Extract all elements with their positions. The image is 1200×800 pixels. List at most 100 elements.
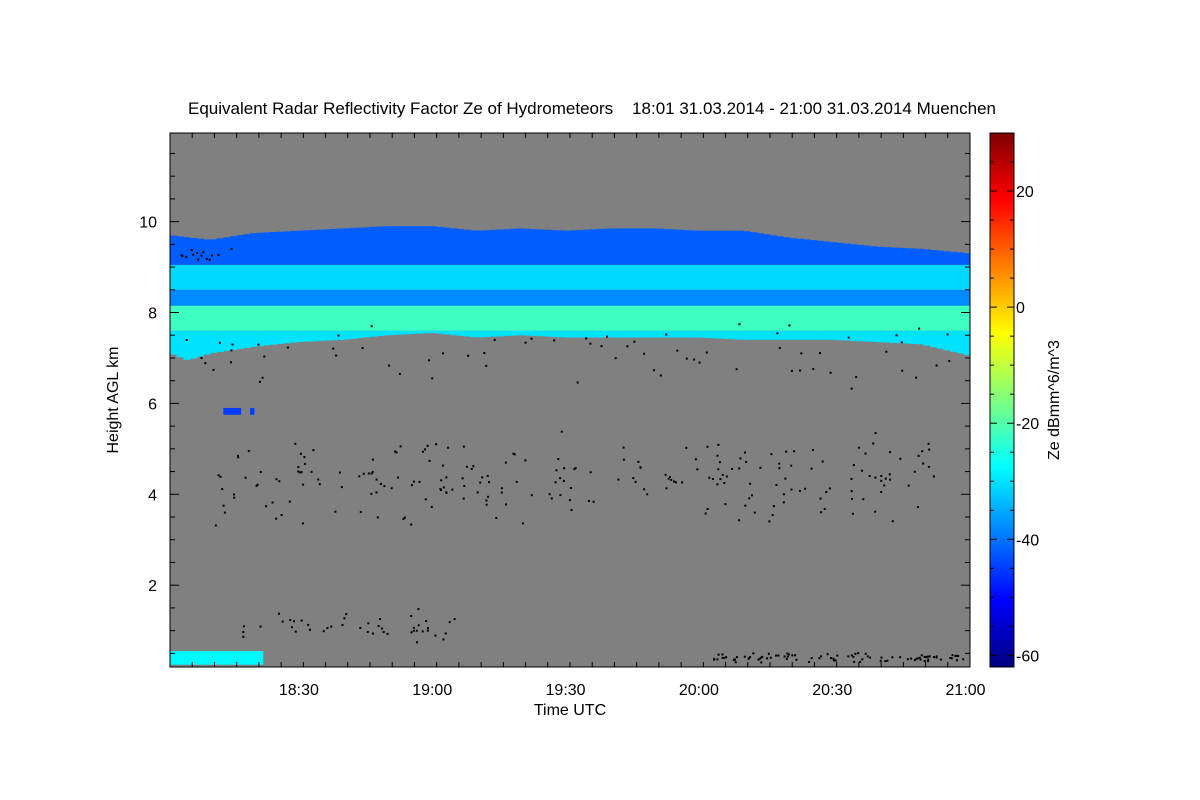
cloud-cell <box>550 330 558 337</box>
clutter-dot <box>444 632 447 635</box>
clutter-dot <box>299 452 302 455</box>
clutter-dot <box>217 254 220 257</box>
cloud-cell <box>303 305 311 331</box>
cloud-cell <box>203 239 211 265</box>
cloud-cell <box>583 229 591 265</box>
cloud-cell <box>943 264 951 290</box>
cloud-cell <box>443 264 451 290</box>
cloud-cell <box>936 264 944 290</box>
cloud-cell <box>396 264 404 290</box>
clutter-dot <box>294 630 297 633</box>
clutter-dot <box>410 631 413 634</box>
clutter-dot <box>946 333 949 336</box>
clutter-dot <box>485 499 488 502</box>
clutter-dot <box>836 654 839 657</box>
clutter-dot <box>826 653 829 656</box>
cloud-cell <box>370 226 378 265</box>
cloud-cell <box>810 240 818 265</box>
cloud-cell <box>370 289 378 306</box>
clutter-dot <box>713 657 716 660</box>
cloud-cell <box>490 330 498 337</box>
clutter-dot <box>852 655 855 658</box>
clutter-dot <box>752 652 755 655</box>
clutter-dot <box>278 480 281 483</box>
cloud-cell <box>810 305 818 331</box>
cloud-cell <box>170 264 178 290</box>
clutter-dot <box>885 350 888 353</box>
clutter-dot <box>811 449 814 451</box>
cloud-cell <box>876 246 884 265</box>
clutter-dot <box>467 354 470 357</box>
clutter-dot <box>853 660 856 663</box>
cloud-cell <box>816 289 824 306</box>
clutter-dot <box>659 374 662 377</box>
cloud-cell <box>850 289 858 306</box>
clutter-dot <box>868 475 871 477</box>
cloud-cell <box>396 226 404 265</box>
cloud-cell <box>183 264 191 290</box>
clutter-dot <box>847 336 850 339</box>
cloud-cell <box>396 305 404 331</box>
cloud-cell <box>803 305 811 331</box>
clutter-dot <box>820 511 823 514</box>
clutter-dot <box>665 487 668 490</box>
clutter-dot <box>242 631 245 633</box>
cloud-cell <box>183 330 191 360</box>
clutter-dot <box>435 443 438 446</box>
clutter-dot <box>957 655 960 657</box>
clutter-dot <box>829 657 832 660</box>
cloud-cell <box>910 264 918 290</box>
clutter-dot <box>362 472 365 475</box>
cloud-cell <box>210 264 218 290</box>
cloud-cell <box>956 289 964 306</box>
cloud-cell <box>423 226 431 265</box>
clutter-dot <box>302 483 305 486</box>
cloud-cell <box>330 305 338 331</box>
cloud-cell <box>943 251 951 265</box>
cloud-cell <box>583 305 591 331</box>
cloud-cell <box>816 305 824 331</box>
clutter-dot <box>926 660 929 663</box>
clutter-dot <box>907 484 910 487</box>
cloud-cell <box>843 330 851 341</box>
cloud-cell <box>510 264 518 290</box>
cloud-cell <box>576 229 584 265</box>
y-tick-label: 4 <box>148 487 157 504</box>
clutter-dot <box>430 505 433 508</box>
cloud-cell <box>610 264 618 290</box>
cloud-cell <box>236 264 244 290</box>
clutter-dot <box>233 493 235 496</box>
cloud-cell <box>743 264 751 290</box>
cloud-cell <box>856 264 864 290</box>
cloud-cell <box>690 330 698 338</box>
cloud-cell <box>670 305 678 331</box>
clutter-dot <box>557 458 560 460</box>
cloud-cell <box>830 289 838 306</box>
cloud-cell <box>196 330 204 357</box>
clutter-dot <box>888 473 891 476</box>
cloud-cell <box>656 228 664 265</box>
clutter-dot <box>874 432 877 435</box>
cloud-cell <box>450 289 458 306</box>
clutter-dot <box>403 516 406 519</box>
cloud-cell <box>756 233 764 265</box>
clutter-dot <box>775 654 778 657</box>
clutter-dot <box>778 462 781 465</box>
cloud-cell <box>803 289 811 306</box>
cloud-cell <box>763 264 771 290</box>
cloud-cell <box>703 264 711 290</box>
cloud-layer <box>170 226 970 360</box>
cloud-cell <box>803 330 811 340</box>
cloud-cell <box>743 289 751 306</box>
clutter-dot <box>927 465 930 468</box>
clutter-dot <box>748 497 751 500</box>
cloud-cell <box>823 305 831 331</box>
clutter-dot <box>426 444 429 447</box>
clutter-dot <box>485 364 488 367</box>
clutter-dot <box>910 657 913 660</box>
clutter-dot <box>674 481 677 484</box>
cloud-cell <box>816 330 824 340</box>
cloud-cell <box>370 330 378 337</box>
cloud-cell <box>930 330 938 348</box>
